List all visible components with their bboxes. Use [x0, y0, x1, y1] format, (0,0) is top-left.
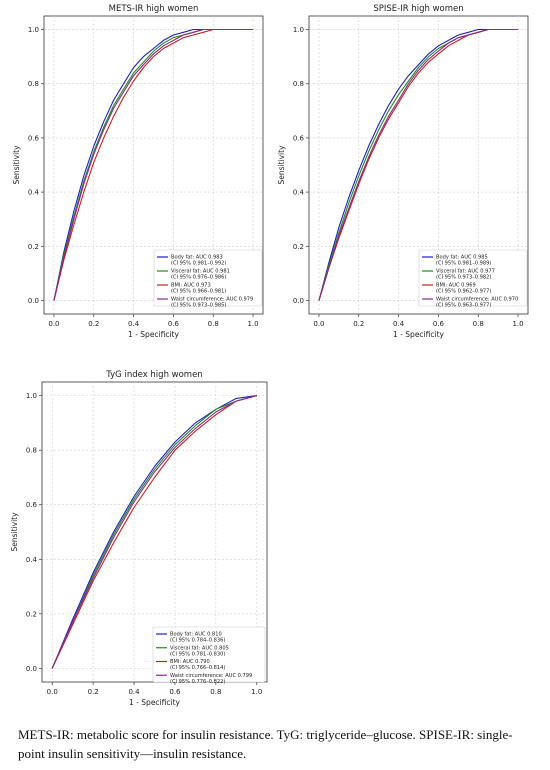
legend-box [153, 249, 263, 307]
legend-label: Waist circumference: AUC 0.799 [170, 673, 252, 679]
y-tick-label: 0.2 [28, 243, 39, 251]
legend-ci: (CI 95% 0.766–0.814) [170, 665, 225, 671]
legend-ci: (CI 95% 0.973–0.982) [436, 275, 491, 281]
legend-label: BMI: AUC 0.790 [170, 659, 210, 665]
y-tick-label: 0.8 [28, 80, 39, 88]
legend-ci: (CI 95% 0.781–0.830) [170, 651, 225, 657]
x-tick-label: 1.0 [512, 320, 523, 328]
legend-ci: (CI 95% 0.973–0.985) [171, 303, 226, 309]
roc-curve-series-3 [53, 28, 253, 301]
x-axis-label: 1 - Specificity [129, 698, 180, 707]
roc-curve-series-4 [53, 28, 253, 301]
x-tick-label: 1.0 [247, 320, 258, 328]
legend-label: Visceral fat: AUC 0.805 [170, 645, 229, 651]
x-tick-label: 0.4 [393, 320, 405, 328]
figure-caption: METS-IR: metabolic score for insulin res… [18, 727, 513, 761]
y-tick-label: 0.8 [26, 447, 37, 455]
legend-ci: (CI 95% 0.981–0.992) [171, 261, 226, 267]
legend-label: Visceral fat: AUC 0.977 [436, 269, 495, 275]
legend-label: Body fat: AUC 0.983 [171, 255, 223, 261]
x-tick-label: 0.6 [168, 320, 180, 328]
y-tick-label: 0.0 [26, 665, 37, 673]
x-axis-label: 1 - Specificity [128, 330, 179, 339]
roc-curve-series-3 [51, 395, 257, 669]
chart-1: 0.0 0.2 0.4 0.6 0.8 1.0 0.0 0.2 0.4 0.6 0.8 1.0 METS… [12, 4, 264, 339]
x-tick-label: 0.0 [48, 320, 59, 328]
y-tick-label: 1.0 [293, 26, 304, 34]
y-tick-label: 0.0 [293, 297, 304, 305]
x-tick-label: 0.8 [473, 320, 484, 328]
x-axis-label: 1 - Specificity [393, 330, 444, 339]
legend-label: Waist circumference: AUC 0.979 [171, 297, 253, 303]
legend-label: Visceral fat: AUC 0.981 [171, 269, 230, 275]
y-tick-label: 0.2 [293, 243, 304, 251]
x-tick-label: 0.4 [128, 688, 140, 696]
legend-ci: (CI 95% 0.976–0.986) [171, 275, 226, 281]
legend-label: BMI: AUC 0.973 [171, 283, 211, 289]
y-tick-label: 0.4 [26, 556, 38, 564]
legend: Body fat: AUC 0.985(CI 95% 0.981–0.989) V… [418, 249, 528, 309]
x-tick-label: 0.8 [210, 688, 221, 696]
x-tick-label: 0.4 [128, 320, 140, 328]
legend-ci: (CI 95% 0.776–0.822) [170, 679, 225, 685]
x-tick-label: 0.6 [433, 320, 445, 328]
roc-curve-series-4 [318, 28, 518, 301]
legend-box [418, 249, 528, 307]
y-tick-label: 0.8 [293, 80, 304, 88]
y-axis-label: Sensitivity [277, 145, 286, 185]
y-axis-label: Sensitivity [12, 145, 21, 185]
legend-label: Waist circumference: AUC 0.970 [436, 297, 518, 303]
legend: Body fat: AUC 0.810(CI 95% 0.784–0.836)V… [152, 626, 266, 685]
legend-ci: (CI 95% 0.963–0.977) [436, 303, 491, 309]
y-tick-label: 0.4 [293, 189, 305, 197]
x-tick-label: 0.2 [88, 688, 99, 696]
y-tick-label: 1.0 [26, 392, 37, 400]
roc-curve-series-1 [51, 395, 257, 669]
roc-curve-series-1 [318, 28, 518, 301]
x-tick-label: 0.2 [88, 320, 99, 328]
legend-ci: (CI 95% 0.784–0.836) [170, 638, 225, 644]
legend-label: Body fat: AUC 0.985 [436, 255, 488, 261]
legend-box [152, 626, 266, 683]
chart-title: TyG index high women [105, 370, 202, 380]
x-tick-label: 1.0 [251, 688, 262, 696]
legend-label: BMI: AUC 0.969 [436, 283, 476, 289]
y-tick-label: 0.6 [293, 134, 305, 142]
chart-title: METS-IR high women [109, 4, 199, 14]
y-tick-label: 0.2 [26, 610, 37, 618]
x-tick-label: 0.6 [169, 688, 181, 696]
roc-curve-series-4 [51, 395, 257, 669]
y-tick-label: 0.4 [28, 189, 40, 197]
roc-curve-series-1 [53, 28, 253, 301]
y-tick-label: 0.0 [28, 297, 39, 305]
chart-3: 0.0 0.2 0.4 0.6 0.8 1.0 0.0 0.2 0.4 0.6 0.8 1.0 TyG … [10, 370, 268, 707]
x-tick-label: 0.0 [47, 688, 58, 696]
legend-ci: (CI 95% 0.981–0.989) [436, 261, 491, 267]
x-tick-label: 0.2 [353, 320, 364, 328]
chart-title: SPISE-IR high women [373, 4, 463, 14]
y-tick-label: 0.6 [28, 134, 40, 142]
y-tick-label: 1.0 [28, 26, 39, 34]
y-axis-label: Sensitivity [10, 512, 19, 552]
roc-curve-series-2 [51, 395, 257, 669]
y-tick-label: 0.6 [26, 501, 38, 509]
x-tick-label: 0.0 [313, 320, 324, 328]
legend: Body fat: AUC 0.983(CI 95% 0.981–0.992) V… [153, 249, 263, 309]
legend-ci: (CI 95% 0.962–0.977) [436, 289, 491, 295]
legend-ci: (CI 95% 0.966–0.981) [171, 289, 226, 295]
legend-label: Body fat: AUC 0.810 [170, 632, 222, 638]
x-tick-label: 0.8 [208, 320, 219, 328]
chart-2: 0.0 0.2 0.4 0.6 0.8 1.0 0.0 0.2 0.4 0.6 0.8 1.0 SPIS… [277, 4, 529, 339]
